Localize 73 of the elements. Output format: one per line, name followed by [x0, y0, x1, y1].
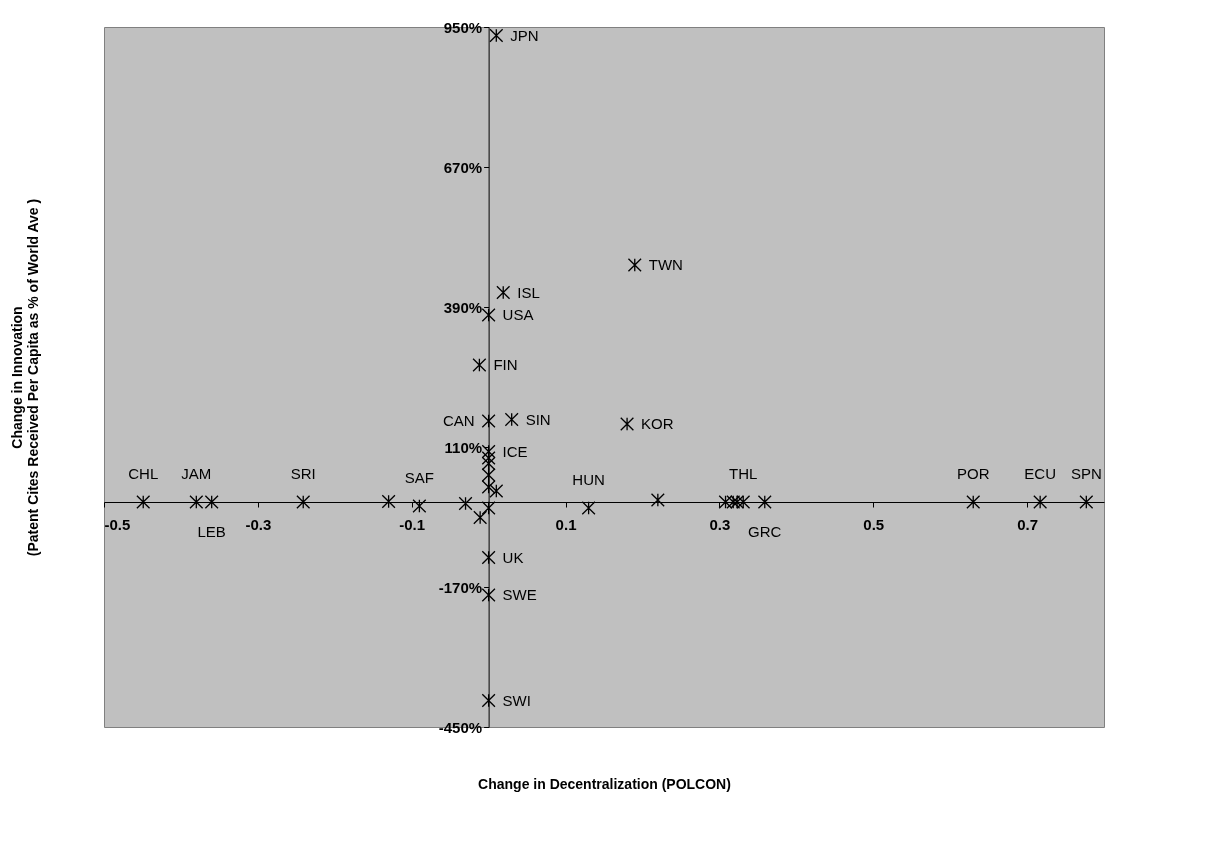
annotation: UK: [502, 548, 524, 566]
annotation: FIN: [493, 356, 518, 373]
y-tick-label: 670%: [443, 158, 483, 176]
point: [296, 495, 311, 509]
x-tick-label: -0.1: [399, 515, 426, 533]
annotation: JPN: [510, 26, 539, 44]
point: [481, 501, 496, 515]
point: [1079, 495, 1094, 509]
annotation: SWE: [502, 586, 537, 603]
point: [381, 494, 396, 509]
y-tick-label: 950%: [443, 18, 483, 36]
x-tick-label: 0.7: [1017, 515, 1039, 533]
point: [458, 496, 473, 511]
point: [504, 412, 519, 427]
annotation: SWI: [502, 691, 531, 709]
point: [496, 285, 511, 300]
annotation: CHL: [128, 465, 159, 482]
annotation: USA: [502, 306, 534, 323]
x-tick-label: 0.1: [555, 515, 577, 533]
point: [966, 495, 981, 509]
annotation: ISL: [517, 283, 540, 301]
y-tick-label: 110%: [444, 438, 483, 456]
point: [726, 495, 741, 509]
point: [481, 444, 496, 459]
y-tick-label: 390%: [443, 298, 483, 316]
annotation: HUN: [572, 471, 605, 488]
point: [730, 495, 745, 509]
y-tick-label: -450%: [438, 718, 483, 736]
point: [189, 495, 204, 509]
annotation: JAM: [181, 465, 212, 482]
annotation: ECU: [1024, 465, 1056, 482]
annotation: CAN: [442, 412, 475, 429]
point: [620, 417, 635, 431]
point: [412, 499, 427, 513]
point: [481, 550, 496, 565]
annotation: SAF: [404, 469, 434, 486]
point: [650, 493, 665, 507]
annotation: KOR: [641, 415, 674, 432]
point: [481, 468, 496, 482]
y-axis-title: Change in Innovation (Patent Cites Received Per Capita as % of World Ave ): [8, 198, 41, 557]
annotation: SPN: [1070, 465, 1102, 482]
annotation: ICE: [502, 442, 528, 460]
annotation: SIN: [525, 410, 551, 428]
x-tick-label: 0.5: [863, 515, 885, 533]
x-tick-label: -0.3: [245, 515, 272, 533]
point: [481, 456, 496, 471]
x-axis-title: Change in Decentralization (POLCON): [478, 775, 731, 792]
annotation: THL: [729, 465, 758, 482]
point: [481, 451, 496, 465]
point: [481, 693, 496, 708]
annotation: SRI: [290, 465, 316, 482]
point: [136, 495, 151, 509]
point: [627, 258, 642, 272]
point: [481, 480, 496, 494]
y-tick-label: -170%: [438, 578, 483, 596]
point: [481, 308, 496, 322]
x-tick-label: -0.5: [104, 515, 131, 533]
x-tick-label: 0.3: [709, 515, 731, 533]
annotation: GRC: [748, 523, 782, 540]
annotation: TWN: [648, 256, 683, 273]
point: [472, 358, 487, 372]
point: [204, 495, 219, 509]
annotation: LEB: [197, 523, 226, 540]
point: [481, 588, 496, 602]
point: [473, 510, 488, 525]
annotation: POR: [956, 465, 990, 482]
point: [489, 484, 504, 498]
point: [718, 495, 733, 509]
point: [757, 495, 772, 509]
point: [1033, 495, 1048, 509]
point: [581, 501, 596, 515]
point: [736, 495, 751, 509]
point: [481, 414, 496, 428]
